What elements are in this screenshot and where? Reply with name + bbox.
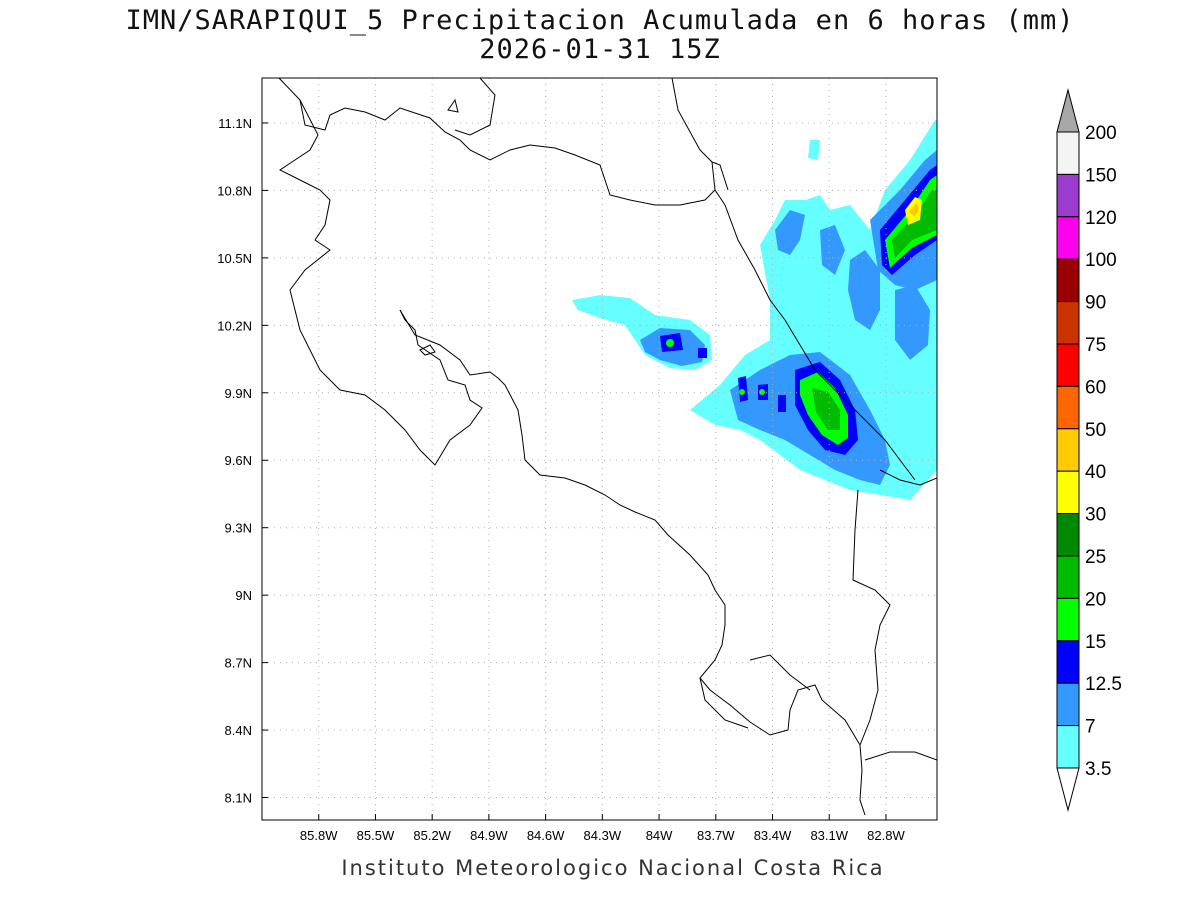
lon-tick-label: 85.2W bbox=[413, 828, 451, 843]
precip-area-cyan-small bbox=[808, 140, 820, 160]
axis-ticks: 85.8W 85.5W 85.2W 84.9W 84.6W 84.3W 84W 83.7W 83… bbox=[217, 116, 905, 843]
colorbar-swatch bbox=[1056, 470, 1080, 515]
central-pacific-coast bbox=[399, 309, 866, 816]
panama-coast-south bbox=[864, 751, 937, 761]
precip-area-dblue-a bbox=[738, 376, 748, 402]
precip-area-blue-b bbox=[775, 210, 805, 255]
colorbar-label: 200 bbox=[1085, 123, 1117, 144]
colorbar-swatch bbox=[1056, 555, 1080, 599]
map-title: IMN/SARAPIQUI_5 Precipitacion Acumulada … bbox=[125, 5, 1075, 36]
colorbar-label: 75 bbox=[1085, 335, 1106, 356]
colorbar-label: 30 bbox=[1085, 505, 1106, 526]
lon-tick-label: 84.6W bbox=[527, 828, 565, 843]
precip-area-blue-c bbox=[820, 225, 845, 275]
colorbar-label: 60 bbox=[1085, 377, 1106, 398]
lat-tick-label: 10.5N bbox=[217, 251, 252, 266]
credit-text: Instituto Meteorologico Nacional Costa R… bbox=[341, 856, 885, 880]
coastlines-borders bbox=[278, 78, 937, 816]
colorbar-label: 12.5 bbox=[1085, 674, 1122, 695]
nicaragua-east-coast bbox=[671, 78, 713, 163]
colorbar-label: 15 bbox=[1085, 632, 1106, 653]
graticule bbox=[262, 78, 937, 820]
north-border bbox=[278, 78, 729, 206]
colorbar-label: 40 bbox=[1085, 462, 1106, 483]
lat-tick-label: 10.8N bbox=[217, 183, 252, 198]
lat-tick-label: 10.2N bbox=[217, 318, 252, 333]
lon-tick-label: 85.8W bbox=[300, 828, 338, 843]
precip-area-orange-ne bbox=[909, 203, 919, 217]
colorbar-label: 100 bbox=[1085, 250, 1117, 271]
precip-area-blue-d bbox=[848, 250, 880, 330]
precipitation-field bbox=[572, 120, 937, 500]
lon-tick-label: 82.8W bbox=[867, 828, 905, 843]
colorbar-swatch bbox=[1056, 131, 1080, 175]
colorbar-swatch bbox=[1056, 725, 1080, 769]
colorbar: 200 150 120 100 90 75 60 50 40 30 25 20 15 12.5 7 3.5 bbox=[1056, 88, 1122, 812]
colorbar-swatch bbox=[1056, 640, 1080, 684]
colorbar-swatch bbox=[1056, 173, 1080, 218]
lat-tick-label: 8.7N bbox=[225, 656, 252, 671]
map-subtitle-date: 2026-01-31 15Z bbox=[479, 34, 721, 65]
precip-area-dblue-c bbox=[778, 395, 786, 412]
colorbar-label: 120 bbox=[1085, 208, 1117, 229]
nicaragua-lake-shore bbox=[454, 78, 496, 136]
colorbar-label: 90 bbox=[1085, 293, 1106, 314]
colorbar-swatch bbox=[1056, 301, 1080, 345]
lat-tick-label: 8.1N bbox=[225, 791, 252, 806]
panama-border bbox=[852, 489, 891, 746]
lon-tick-label: 84W bbox=[646, 828, 673, 843]
lon-tick-label: 85.5W bbox=[357, 828, 395, 843]
lon-tick-label: 83.4W bbox=[754, 828, 792, 843]
precip-area-blue-e bbox=[895, 285, 930, 360]
colorbar-label: 20 bbox=[1085, 589, 1106, 610]
colorbar-swatch bbox=[1056, 385, 1080, 430]
colorbar-swatch bbox=[1056, 343, 1080, 387]
precip-area-dgreen-ne bbox=[892, 190, 937, 258]
precip-area-dgreen-main bbox=[812, 388, 840, 430]
colorbar-label: 25 bbox=[1085, 547, 1106, 568]
gulf-island bbox=[419, 344, 436, 356]
lat-tick-label: 9.6N bbox=[225, 453, 252, 468]
colorbar-swatch bbox=[1056, 258, 1080, 303]
colorbar-swatch bbox=[1056, 216, 1080, 260]
nicoya-coast bbox=[279, 99, 483, 466]
lake-island bbox=[447, 98, 459, 113]
lon-tick-label: 84.3W bbox=[584, 828, 622, 843]
colorbar-swatch bbox=[1056, 428, 1080, 472]
bocas-coast bbox=[879, 469, 937, 486]
colorbar-label: 50 bbox=[1085, 420, 1106, 441]
lat-tick-label: 8.4N bbox=[225, 723, 252, 738]
colorbar-label: 150 bbox=[1085, 165, 1117, 186]
lon-tick-label: 84.9W bbox=[470, 828, 508, 843]
golfo-dulce bbox=[749, 654, 811, 691]
colorbar-swatch bbox=[1056, 682, 1080, 727]
lon-tick-label: 83.7W bbox=[697, 828, 735, 843]
colorbar-swatch bbox=[1056, 597, 1080, 642]
colorbar-top-triangle bbox=[1056, 88, 1080, 133]
lat-tick-label: 9.3N bbox=[225, 521, 252, 536]
colorbar-swatch bbox=[1056, 513, 1080, 557]
lat-tick-label: 9N bbox=[235, 588, 252, 603]
lat-tick-label: 9.9N bbox=[225, 386, 252, 401]
colorbar-bottom-triangle bbox=[1056, 767, 1080, 812]
osa-peninsula bbox=[699, 677, 749, 729]
lon-tick-label: 83.1W bbox=[810, 828, 848, 843]
precip-area-dblue-e bbox=[698, 348, 707, 358]
lat-tick-label: 11.1N bbox=[218, 116, 252, 131]
colorbar-label: 7 bbox=[1085, 717, 1096, 738]
map-frame bbox=[261, 77, 938, 821]
caribbean-coast bbox=[714, 189, 916, 481]
colorbar-label: 3.5 bbox=[1085, 759, 1111, 780]
